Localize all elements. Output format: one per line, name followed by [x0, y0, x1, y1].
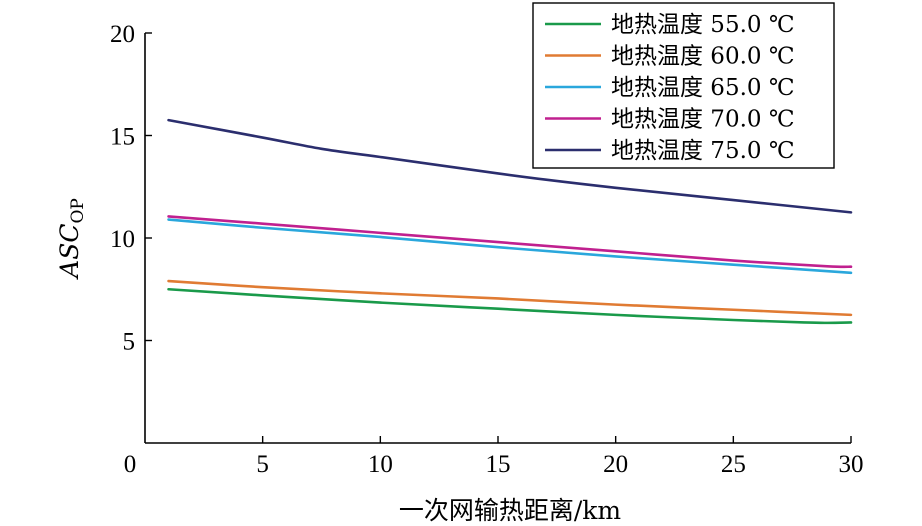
x-tick-label-15: 15 — [486, 451, 511, 478]
x-tick-label-10: 10 — [368, 451, 393, 478]
legend: 地热温度 55.0 ℃ 地热温度 60.0 ℃ 地热温度 65.0 ℃ 地热温度 70… — [532, 2, 835, 169]
y-axis-title: ASCOP — [55, 198, 88, 280]
x-tick-label-5: 5 — [256, 451, 269, 478]
series-line-4 — [167, 215, 853, 269]
y-tick-label-10: 10 — [110, 226, 135, 253]
legend-label-2: 地热温度 60.0 ℃ — [611, 44, 795, 70]
y-axis-ticks: 5 10 15 20 — [110, 21, 152, 356]
y-tick-label-15: 15 — [110, 124, 135, 151]
series-line-5 — [167, 118, 853, 214]
x-tick-label-0: 0 — [124, 451, 137, 478]
y-tick-label-5: 5 — [123, 329, 136, 356]
x-tick-label-20: 20 — [603, 451, 628, 478]
legend-box — [532, 2, 835, 169]
legend-label-1: 地热温度 55.0 ℃ — [611, 12, 795, 38]
legend-label-5: 地热温度 75.0 ℃ — [611, 138, 795, 164]
series-line-3 — [167, 218, 853, 275]
series-line-2 — [167, 279, 853, 317]
legend-label-3: 地热温度 65.0 ℃ — [611, 75, 795, 101]
y-axis-title-main: ASC — [55, 224, 84, 280]
plot-lines — [167, 118, 853, 325]
y-tick-label-20: 20 — [110, 21, 135, 48]
x-axis-ticks: 0 5 10 15 20 25 30 — [124, 436, 864, 478]
svg-text:ASCOP: ASCOP — [55, 198, 88, 280]
x-axis-title: 一次网输热距离/km — [399, 496, 622, 525]
x-tick-label-25: 25 — [721, 451, 746, 478]
y-axis-title-subscript: OP — [68, 198, 88, 223]
x-tick-label-30: 30 — [839, 451, 864, 478]
legend-label-4: 地热温度 70.0 ℃ — [611, 107, 795, 133]
series-line-1 — [167, 287, 853, 325]
